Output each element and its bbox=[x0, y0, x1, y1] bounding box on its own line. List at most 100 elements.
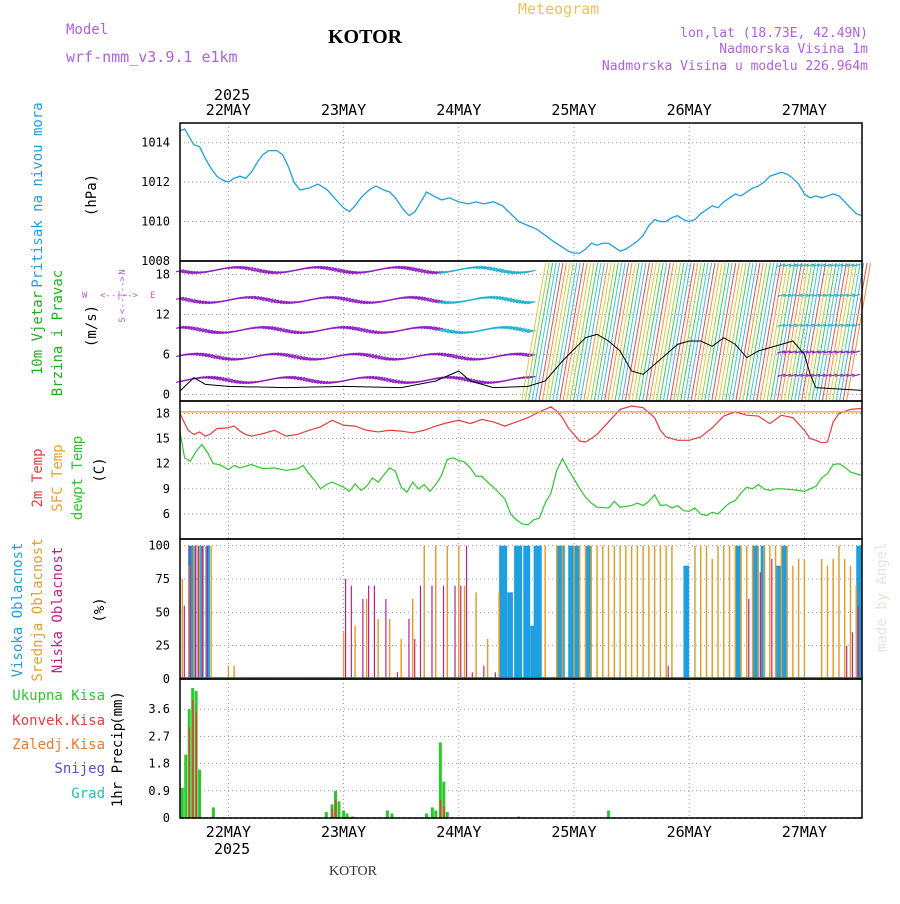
total-rain-bar bbox=[438, 742, 442, 818]
day-tick-label-top: 27MAY bbox=[782, 101, 827, 119]
wind-arrow bbox=[527, 301, 536, 305]
wind-arrow bbox=[311, 379, 320, 384]
pressure-line bbox=[179, 128, 863, 254]
wind-arrow bbox=[196, 300, 205, 304]
wind-arrow bbox=[752, 262, 778, 402]
wind-arrow bbox=[782, 323, 792, 327]
wind-arrow bbox=[342, 325, 352, 330]
wind-arrow bbox=[193, 352, 202, 356]
meteogram-title: Meteogram bbox=[518, 0, 599, 18]
wind-arrow bbox=[446, 354, 455, 358]
wind-arrow bbox=[527, 354, 536, 358]
wind-arrow bbox=[279, 300, 288, 304]
wind-arrow bbox=[818, 262, 844, 402]
wind-arrow bbox=[230, 265, 239, 269]
wind-arrow bbox=[213, 376, 222, 380]
wind-arrow bbox=[548, 262, 574, 402]
wind-legend-ew: <--|--> bbox=[100, 291, 139, 301]
wind-arrow bbox=[365, 301, 375, 305]
conv-rain-bar bbox=[331, 808, 334, 818]
wind-arrow bbox=[645, 262, 671, 402]
wind-arrow bbox=[279, 353, 288, 357]
high-cloud-bar bbox=[752, 545, 759, 679]
model-name: wrf-nmm_v3.9.1 e1km bbox=[66, 48, 238, 66]
wind-arrow bbox=[649, 262, 675, 402]
wind-arrow bbox=[600, 262, 626, 402]
wind-arrow bbox=[357, 300, 366, 304]
wind-arrow bbox=[377, 356, 386, 360]
wind-arrow bbox=[538, 262, 564, 402]
wind-arrow bbox=[782, 373, 792, 377]
high-cloud-bar bbox=[198, 545, 204, 679]
wind-arrow bbox=[273, 300, 283, 304]
wind-arrow bbox=[452, 355, 461, 359]
wind-arrow bbox=[268, 298, 277, 303]
wind-arrow bbox=[829, 263, 838, 267]
wind-arrow bbox=[628, 262, 654, 402]
wind-arrow bbox=[216, 377, 225, 381]
wind-arrow bbox=[348, 270, 357, 275]
pressure-ylabel: Pritisak na nivou mora bbox=[30, 102, 46, 287]
wind-arrow bbox=[198, 328, 208, 332]
day-tick-label-bottom: 27MAY bbox=[782, 823, 827, 841]
wind-arrow bbox=[817, 350, 826, 354]
wind-arrow bbox=[221, 357, 231, 361]
wind-arrow bbox=[374, 330, 383, 335]
wind-arrow bbox=[351, 299, 360, 303]
wind-arrow bbox=[242, 381, 251, 385]
total-rain-bar bbox=[442, 781, 446, 818]
wind-arrow bbox=[239, 266, 248, 270]
wind-arrow bbox=[800, 373, 809, 377]
wind-arrow bbox=[486, 267, 496, 271]
wind-arrow bbox=[749, 262, 775, 402]
wind-arrow bbox=[697, 262, 723, 402]
wind-arrow bbox=[198, 352, 208, 357]
wind-arrow bbox=[371, 355, 380, 359]
wind-arrow bbox=[316, 265, 326, 270]
wind-arrow bbox=[811, 350, 821, 354]
station-title: KOTOR bbox=[328, 26, 403, 48]
wind-arrow bbox=[673, 262, 699, 402]
wind-arrow bbox=[426, 298, 435, 302]
wind-arrow bbox=[285, 329, 294, 334]
wind-arrow bbox=[270, 271, 280, 275]
wind-arrow bbox=[250, 296, 260, 300]
wind-arrow bbox=[528, 262, 554, 402]
wind-arrow bbox=[846, 350, 855, 354]
temp-tick-label: 6 bbox=[163, 507, 170, 521]
wind-arrow bbox=[804, 262, 830, 402]
wind-arrow bbox=[420, 269, 429, 274]
wind-arrow bbox=[394, 380, 404, 384]
wind-arrow bbox=[299, 377, 308, 381]
wind-arrow bbox=[846, 263, 855, 267]
wind-arrow bbox=[840, 293, 849, 297]
temp-tick-label: 12 bbox=[156, 457, 170, 471]
wind-arrow bbox=[683, 262, 709, 402]
wind-arrow bbox=[391, 265, 401, 269]
wind-arrow bbox=[377, 331, 386, 335]
wind-arrow bbox=[495, 296, 504, 300]
wind-arrow bbox=[823, 263, 832, 267]
wind-arrow bbox=[443, 301, 452, 305]
wind-arrow bbox=[328, 267, 337, 271]
wind-arrow bbox=[611, 262, 637, 402]
dewpt-line bbox=[179, 431, 863, 526]
wind-arrow bbox=[311, 265, 320, 269]
wind-arrow bbox=[204, 375, 213, 379]
wind-arrow bbox=[788, 373, 798, 377]
wind-arrow bbox=[371, 330, 380, 334]
wind-arrow bbox=[446, 301, 455, 305]
wind-arrow bbox=[621, 262, 647, 402]
wind-arrow bbox=[604, 262, 630, 402]
wind-arrow bbox=[314, 380, 323, 384]
wind-arrow bbox=[400, 380, 409, 385]
wind-arrow bbox=[852, 350, 861, 354]
wind-arrow bbox=[811, 323, 821, 327]
wind-arrow bbox=[825, 262, 851, 402]
wind-arrow bbox=[184, 298, 193, 302]
wind-arrow bbox=[360, 328, 369, 332]
credit-text: made by Angel bbox=[874, 542, 890, 652]
wind-arrow bbox=[840, 350, 849, 354]
wind-arrow bbox=[400, 266, 409, 270]
wind-arrow bbox=[193, 300, 202, 304]
